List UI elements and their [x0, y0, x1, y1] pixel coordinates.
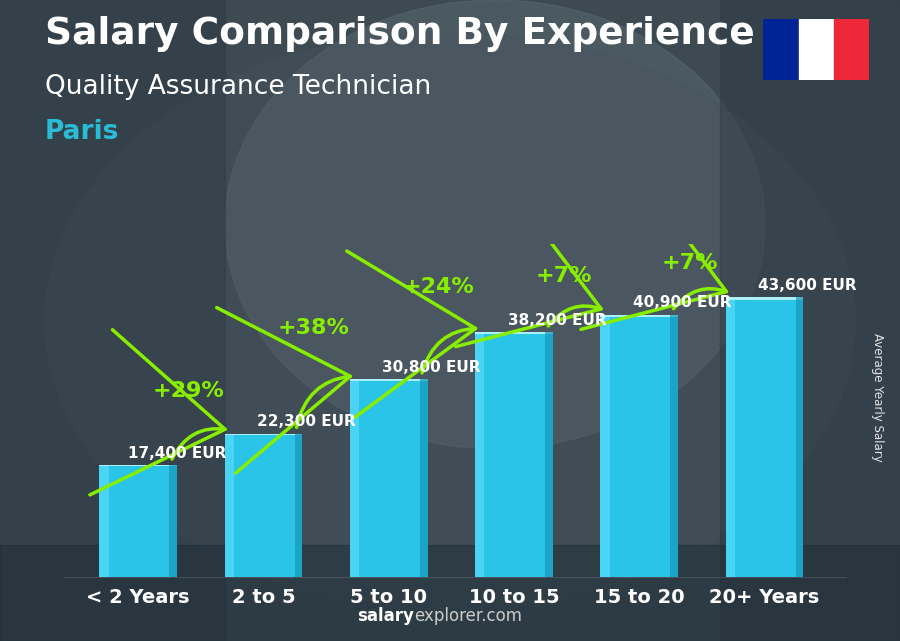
Bar [545, 332, 553, 577]
Bar [225, 434, 302, 577]
Text: salary: salary [357, 607, 414, 625]
Bar [0, 545, 900, 641]
Bar [475, 332, 553, 335]
Bar [294, 434, 302, 577]
Bar [169, 465, 177, 577]
FancyArrowPatch shape [581, 172, 726, 329]
Ellipse shape [225, 0, 765, 449]
Bar [0, 0, 225, 641]
FancyArrowPatch shape [90, 329, 225, 495]
Bar [225, 434, 302, 435]
Text: 17,400 EUR: 17,400 EUR [128, 446, 227, 461]
Bar [99, 465, 177, 467]
Text: Quality Assurance Technician: Quality Assurance Technician [45, 74, 431, 100]
Bar [670, 315, 678, 577]
Text: explorer.com: explorer.com [414, 607, 522, 625]
Text: Salary Comparison By Experience: Salary Comparison By Experience [45, 16, 755, 52]
Bar [225, 434, 234, 577]
FancyArrowPatch shape [217, 308, 350, 473]
Text: 30,800 EUR: 30,800 EUR [382, 360, 481, 375]
Bar [350, 379, 428, 381]
Ellipse shape [45, 32, 855, 609]
Bar [725, 297, 804, 577]
Bar [419, 379, 428, 577]
Text: +24%: +24% [403, 277, 474, 297]
Bar [475, 332, 553, 577]
Bar [600, 315, 678, 577]
Text: +7%: +7% [536, 266, 592, 286]
Bar [725, 297, 735, 577]
Text: +29%: +29% [152, 381, 224, 401]
Text: Paris: Paris [45, 119, 120, 145]
Bar [99, 465, 177, 577]
Bar [475, 332, 484, 577]
Bar [720, 0, 900, 641]
Bar [350, 379, 359, 577]
Bar [350, 379, 428, 577]
Text: 38,200 EUR: 38,200 EUR [508, 313, 607, 328]
Bar [798, 19, 834, 80]
FancyArrowPatch shape [346, 251, 475, 417]
Bar [99, 465, 109, 577]
Text: 22,300 EUR: 22,300 EUR [257, 415, 356, 429]
Bar [763, 19, 798, 80]
Text: 43,600 EUR: 43,600 EUR [759, 278, 857, 293]
FancyArrowPatch shape [455, 189, 601, 347]
Bar [834, 19, 869, 80]
Bar [600, 315, 610, 577]
Bar [600, 315, 678, 317]
Text: 40,900 EUR: 40,900 EUR [633, 296, 732, 310]
Text: Average Yearly Salary: Average Yearly Salary [871, 333, 884, 462]
Text: +38%: +38% [277, 318, 349, 338]
Bar [725, 297, 804, 300]
Text: +7%: +7% [662, 253, 717, 273]
Bar [796, 297, 804, 577]
